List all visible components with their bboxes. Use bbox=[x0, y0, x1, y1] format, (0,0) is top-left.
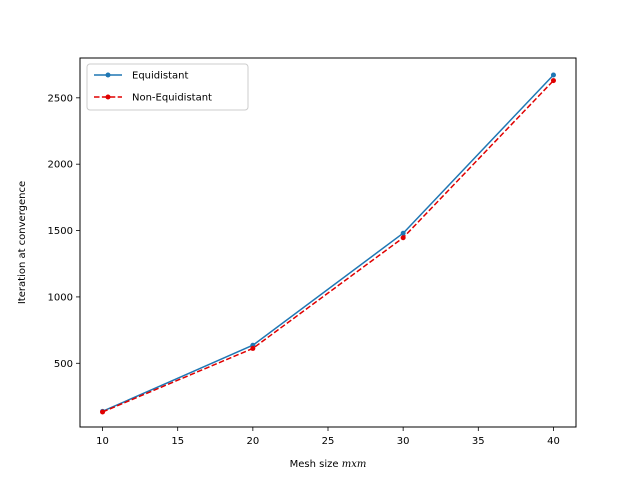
x-tick-label: 15 bbox=[171, 436, 184, 447]
legend-marker bbox=[105, 72, 111, 78]
legend: Equidistant Non-Equidistant bbox=[86, 63, 249, 111]
y-tick-label: 1000 bbox=[48, 292, 73, 303]
data-point bbox=[550, 78, 556, 84]
series-line-equidistant bbox=[102, 74, 554, 413]
x-axis-label: Mesh size mxm bbox=[290, 459, 367, 470]
legend-box bbox=[86, 63, 249, 111]
x-tick-label: 10 bbox=[96, 436, 109, 447]
y-tick-label: 2500 bbox=[48, 93, 73, 104]
legend-entry: Equidistant bbox=[132, 71, 189, 82]
data-point bbox=[400, 230, 406, 236]
data-point bbox=[100, 409, 106, 415]
data-point bbox=[250, 345, 256, 351]
x-tick-label: 30 bbox=[397, 436, 410, 447]
axes-frame bbox=[79, 57, 577, 428]
legend-marker bbox=[105, 94, 111, 100]
y-tick-label: 2000 bbox=[48, 160, 73, 171]
legend-entry: Non-Equidistant bbox=[132, 93, 212, 104]
y-axis-ticks: 500 1000 1500 2000 2500 bbox=[48, 93, 80, 370]
x-tick-label: 25 bbox=[322, 436, 335, 447]
series-line-non-equidistant bbox=[102, 80, 554, 413]
x-tick-label: 35 bbox=[472, 436, 485, 447]
data-point bbox=[550, 72, 556, 78]
y-axis-label: Iteration at convergence bbox=[17, 181, 28, 304]
x-tick-label: 40 bbox=[547, 436, 560, 447]
x-tick-label: 20 bbox=[246, 436, 259, 447]
series-layer bbox=[100, 72, 556, 415]
x-axis-ticks: 10 15 20 25 30 35 40 bbox=[96, 427, 560, 447]
data-point bbox=[400, 235, 406, 241]
y-tick-label: 500 bbox=[54, 359, 73, 370]
y-tick-label: 1500 bbox=[48, 226, 73, 237]
